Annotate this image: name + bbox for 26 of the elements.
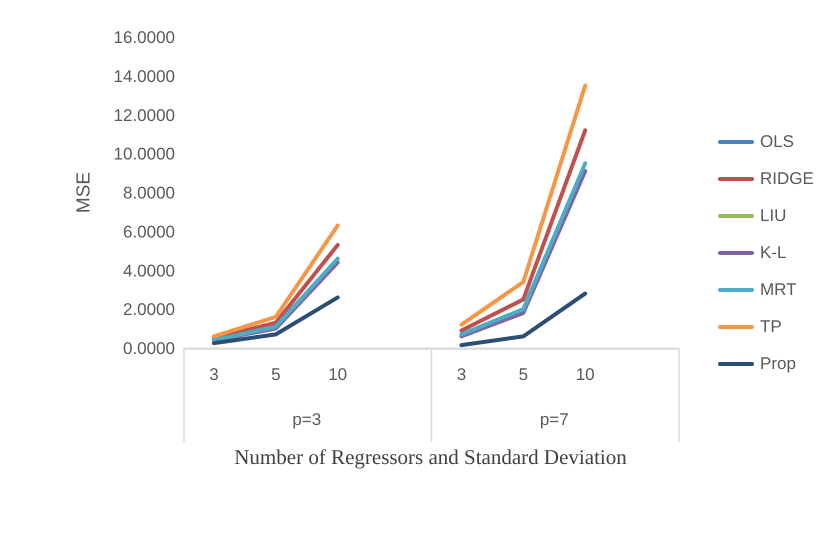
x-tick-label: 3 [209,365,219,384]
y-tick-label: 12.0000 [114,106,175,125]
y-tick-label: 16.0000 [114,28,175,48]
x-tick-label: 5 [271,365,281,384]
text: p=7 [538,410,570,430]
y-tick-label: 14.0000 [114,66,175,86]
legend-label: OLS [760,132,794,152]
x-axis-title: Number of Regressors and Standard Deviation [233,445,628,470]
text: p=3 [291,410,322,430]
x-tick-label: 3 [456,365,466,384]
y-tick-label: 2.0000 [123,300,175,320]
x-tick-label: 10 [576,365,595,384]
x-tick-label: 5 [518,365,528,384]
legend-label: MRT [760,280,797,300]
x-tick-label: 10 [328,365,348,384]
legend-label: K-L [760,242,786,262]
legend-label: TP [760,316,782,336]
legend-label: RIDGE [760,168,814,188]
y-tick-label: 4.0000 [123,261,175,280]
y-tick-label: 0.0000 [123,339,175,358]
y-axis-title: MSE [74,172,95,214]
y-tick-label: 6.0000 [123,222,175,242]
legend-label: Prop [760,354,796,374]
y-tick-label: 10.0000 [114,144,175,164]
y-tick-label: 8.0000 [123,184,175,203]
legend-label: LIU [760,206,786,226]
